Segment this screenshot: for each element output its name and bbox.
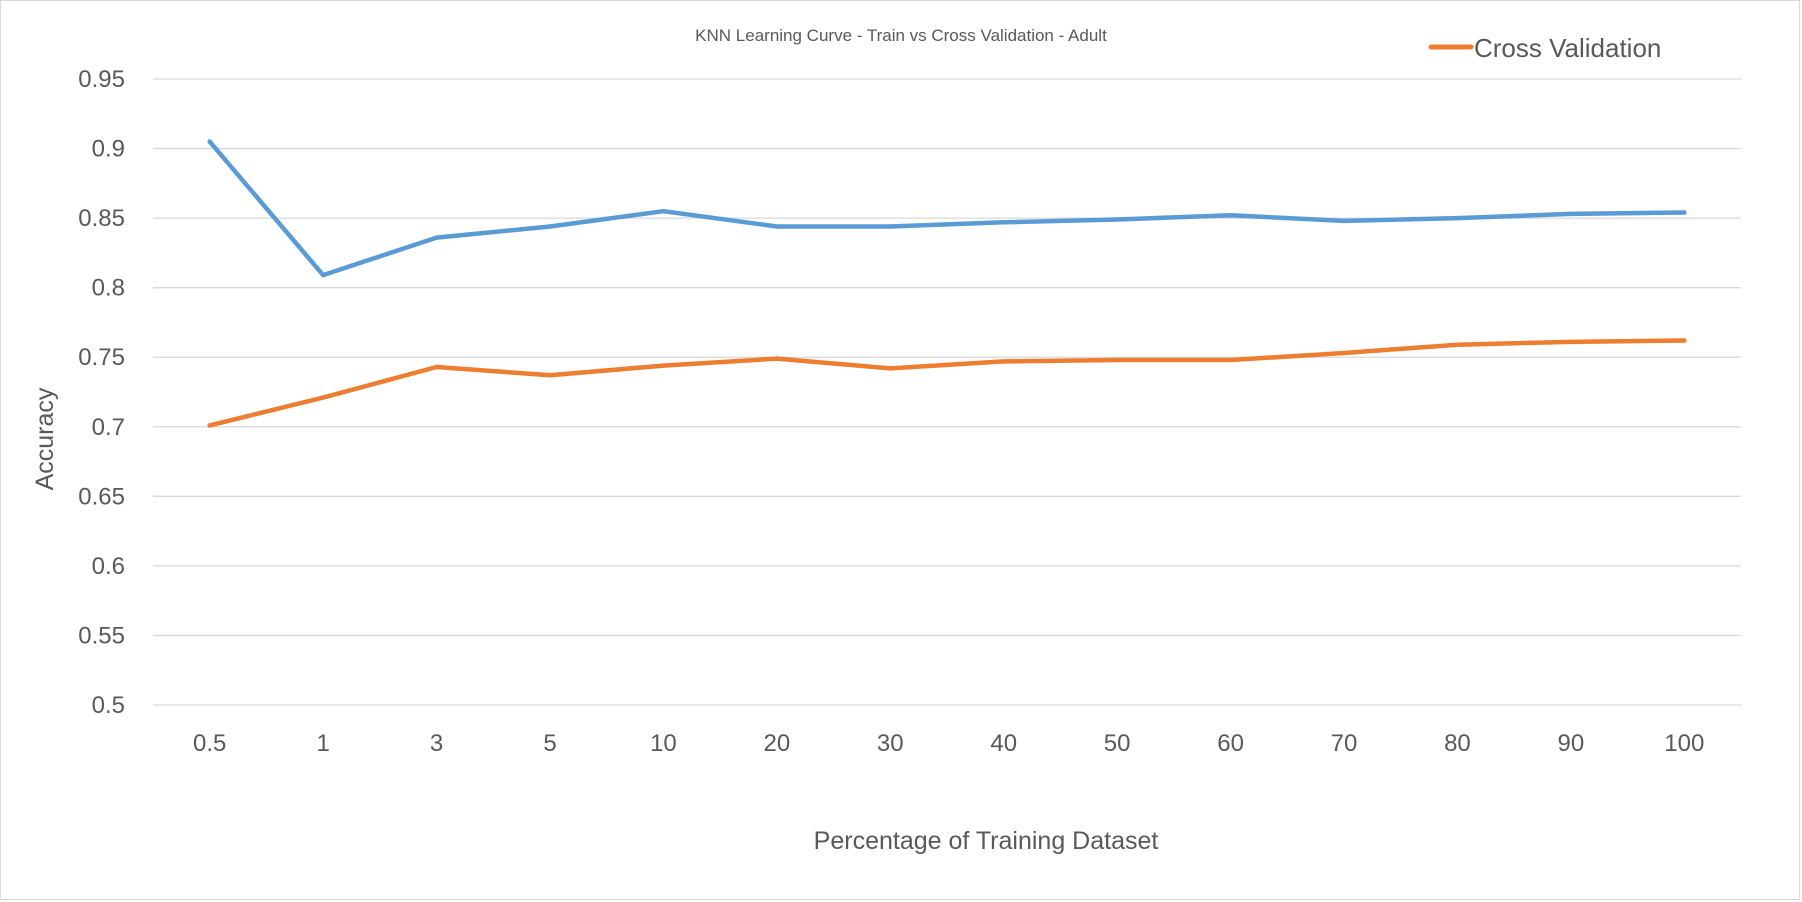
series-line-train xyxy=(207,139,1687,278)
data-point xyxy=(1228,357,1233,363)
data-point xyxy=(1682,338,1687,343)
data-point xyxy=(434,364,439,370)
data-point xyxy=(661,208,666,214)
data-point xyxy=(1568,339,1574,345)
data-point xyxy=(547,224,553,229)
data-point xyxy=(1682,210,1687,215)
x-tick-label: 1 xyxy=(316,730,329,757)
series-line-cross-validation xyxy=(207,338,1687,428)
x-tick-label: 5 xyxy=(543,730,556,757)
y-tick-label: 0.95 xyxy=(78,66,125,93)
y-tick-label: 0.6 xyxy=(92,553,125,580)
y-tick-label: 0.75 xyxy=(78,344,125,371)
legend-label-cross-validation: Cross Validation xyxy=(1474,33,1661,63)
gridlines xyxy=(153,78,1741,706)
legend: Cross Validation xyxy=(1428,33,1661,63)
y-axis-ticks: 0.5 0.55 0.6 0.65 0.7 0.75 0.8 0.85 0.9 0.95 xyxy=(78,66,125,719)
x-tick-label: 50 xyxy=(1104,730,1131,757)
data-point xyxy=(434,235,439,240)
data-point xyxy=(661,363,666,368)
x-tick-label: 80 xyxy=(1444,730,1471,757)
y-tick-label: 0.8 xyxy=(92,275,125,302)
x-tick-label: 70 xyxy=(1331,730,1358,757)
data-point xyxy=(888,366,893,371)
x-tick-label: 90 xyxy=(1558,730,1585,757)
data-point xyxy=(207,139,212,144)
data-point xyxy=(888,224,893,229)
data-point xyxy=(1455,342,1460,347)
x-axis-ticks: 0.5 1 3 5 10 20 30 40 50 60 70 80 90 100 xyxy=(193,730,1704,757)
series-lines xyxy=(207,139,1687,428)
data-point xyxy=(320,272,326,278)
chart-title: KNN Learning Curve - Train vs Cross Vali… xyxy=(695,26,1107,45)
data-point xyxy=(1455,215,1460,221)
x-tick-label: 10 xyxy=(650,730,677,757)
data-point xyxy=(774,356,780,361)
y-tick-label: 0.85 xyxy=(78,205,125,232)
x-tick-label: 100 xyxy=(1664,730,1704,757)
data-point xyxy=(207,423,212,428)
x-tick-label: 40 xyxy=(990,730,1017,757)
data-point xyxy=(774,224,780,229)
x-tick-label: 60 xyxy=(1217,730,1244,757)
data-point xyxy=(1001,359,1006,364)
data-point xyxy=(1228,213,1233,218)
x-tick-label: 30 xyxy=(877,730,904,757)
data-point xyxy=(1114,357,1120,363)
data-point xyxy=(1114,217,1120,222)
data-point xyxy=(1341,350,1347,356)
x-tick-label: 0.5 xyxy=(193,730,226,757)
y-tick-label: 0.9 xyxy=(92,136,125,163)
data-point xyxy=(1341,218,1347,224)
x-tick-label: 20 xyxy=(764,730,791,757)
data-point xyxy=(1568,211,1574,217)
y-tick-label: 0.65 xyxy=(78,483,125,510)
y-tick-label: 0.7 xyxy=(92,414,125,441)
x-tick-label: 3 xyxy=(430,730,443,757)
x-axis-title: Percentage of Training Dataset xyxy=(814,827,1159,855)
y-axis-title: Accuracy xyxy=(31,387,59,490)
data-point xyxy=(320,395,326,400)
y-tick-label: 0.55 xyxy=(78,622,125,649)
data-point xyxy=(1001,220,1006,225)
y-tick-label: 0.5 xyxy=(92,692,125,719)
data-point xyxy=(547,373,553,378)
